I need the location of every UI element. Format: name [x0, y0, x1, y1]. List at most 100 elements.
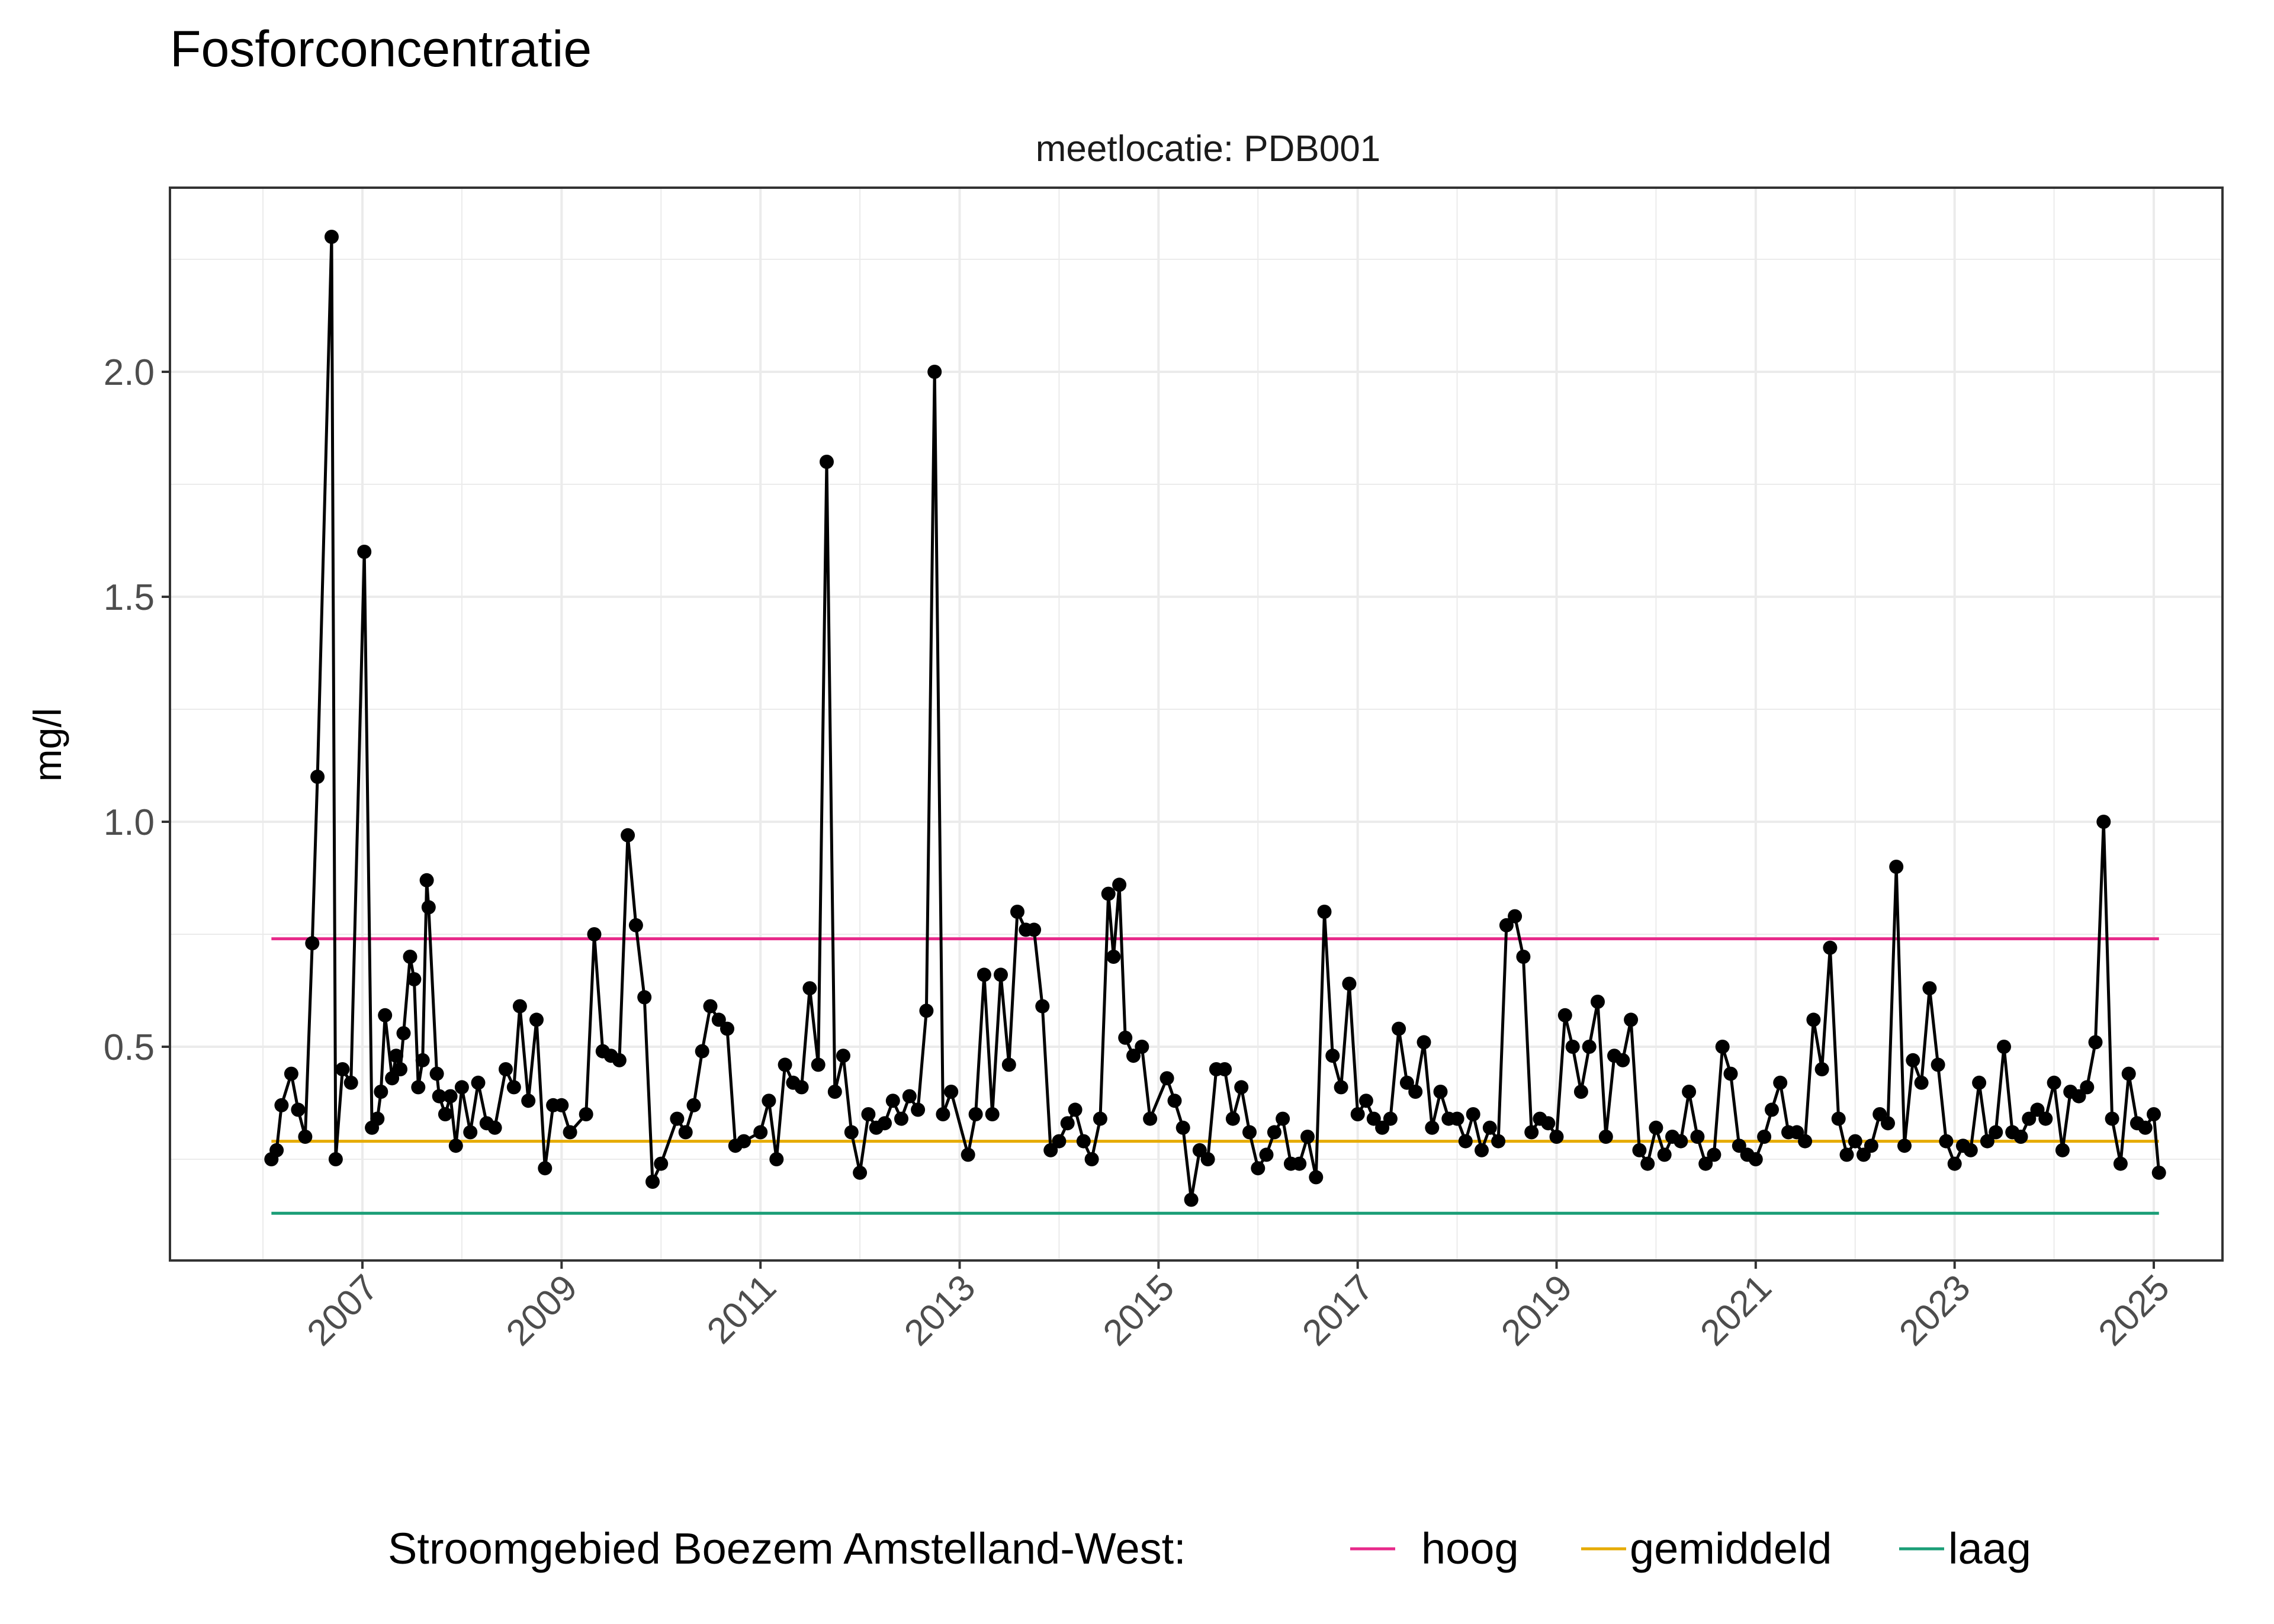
data-point [1366, 1111, 1381, 1126]
data-point [1698, 1156, 1713, 1171]
data-point [1200, 1152, 1215, 1166]
y-axis-title: mg/l [25, 708, 69, 782]
data-point [827, 1085, 842, 1099]
plot-panel-border [169, 186, 2224, 1262]
data-point [985, 1107, 1000, 1121]
data-point [2105, 1111, 2119, 1126]
data-point [1657, 1147, 1672, 1162]
data-point [1798, 1134, 1813, 1149]
data-point [1814, 1062, 1829, 1076]
data-point [1267, 1125, 1281, 1140]
data-point [579, 1107, 593, 1121]
x-tick-label: 2015 [1096, 1267, 1182, 1353]
data-point [1582, 1040, 1597, 1054]
data-point [902, 1089, 917, 1104]
data-point [1674, 1134, 1688, 1149]
data-point [2121, 1066, 2136, 1081]
data-point [1508, 909, 1523, 924]
data-point [1723, 1066, 1738, 1081]
data-point [1972, 1075, 1987, 1090]
data-point [1906, 1053, 1920, 1067]
data-point [1573, 1085, 1588, 1099]
data-point [1947, 1156, 1962, 1171]
data-point [1027, 922, 1042, 937]
data-point [769, 1152, 784, 1166]
data-point [1112, 877, 1127, 892]
data-point [421, 900, 436, 915]
data-point [411, 1080, 426, 1095]
data-point [1184, 1192, 1199, 1207]
data-point [357, 545, 372, 559]
data-point [443, 1089, 458, 1104]
x-tick-label: 2021 [1692, 1267, 1779, 1353]
data-point [1218, 1062, 1232, 1076]
data-point [1591, 995, 1605, 1009]
data-point [944, 1085, 959, 1099]
data-points [264, 230, 2166, 1207]
data-point [1516, 950, 1531, 964]
data-point [961, 1147, 975, 1162]
data-point [1864, 1139, 1878, 1153]
data-point [861, 1107, 876, 1121]
data-point [1093, 1111, 1107, 1126]
data-point [1897, 1139, 1912, 1153]
data-point [1466, 1107, 1480, 1121]
legend-title: Stroomgebied Boezem Amstelland-West: [388, 1524, 1186, 1573]
data-point [298, 1130, 313, 1144]
data-point [1914, 1075, 1929, 1090]
data-point [325, 230, 339, 244]
data-point [403, 950, 417, 964]
data-point [1309, 1170, 1324, 1185]
data-point [1541, 1116, 1556, 1131]
data-point [1707, 1147, 1721, 1162]
data-point [1383, 1111, 1398, 1126]
data-point [927, 365, 942, 379]
data-point [919, 1004, 934, 1018]
data-point [305, 936, 320, 951]
data-point [1790, 1125, 1804, 1140]
data-point [1342, 976, 1357, 991]
data-point [1035, 999, 1050, 1014]
data-point [1682, 1085, 1697, 1099]
data-point [1765, 1102, 1779, 1117]
data-point [563, 1125, 577, 1140]
data-point [968, 1107, 983, 1121]
data-point [1475, 1143, 1489, 1157]
data-point [1234, 1080, 1249, 1095]
data-point [1848, 1134, 1862, 1149]
data-point [1068, 1102, 1083, 1117]
data-point [1482, 1120, 1497, 1135]
data-point [2096, 815, 2111, 829]
data-point [645, 1175, 660, 1189]
data-point [1980, 1134, 1994, 1149]
data-point [407, 972, 422, 986]
data-point [686, 1098, 701, 1112]
data-point [628, 918, 643, 932]
x-tick-label: 2019 [1493, 1267, 1580, 1353]
data-point [1126, 1049, 1141, 1063]
data-point [1922, 981, 1937, 996]
data-point [1931, 1057, 1945, 1072]
data-point [1806, 1012, 1821, 1027]
data-point [438, 1107, 452, 1121]
data-point [1358, 1094, 1373, 1108]
data-point [429, 1066, 444, 1081]
data-point [885, 1094, 900, 1108]
data-point [2147, 1107, 2161, 1121]
legend-label-laag: laag [1948, 1524, 2031, 1573]
data-point [463, 1125, 478, 1140]
data-point [1292, 1156, 1307, 1171]
data-point [1084, 1152, 1099, 1166]
data-point [1881, 1116, 1895, 1131]
data-point [670, 1111, 685, 1126]
data-point [1997, 1040, 2011, 1054]
data-point [2022, 1111, 2037, 1126]
data-point [1598, 1130, 1613, 1144]
data-point [1259, 1147, 1274, 1162]
data-point [374, 1085, 388, 1099]
data-point [2151, 1165, 2166, 1180]
data-point [836, 1049, 850, 1063]
data-point [396, 1026, 411, 1041]
data-point [1106, 950, 1121, 964]
